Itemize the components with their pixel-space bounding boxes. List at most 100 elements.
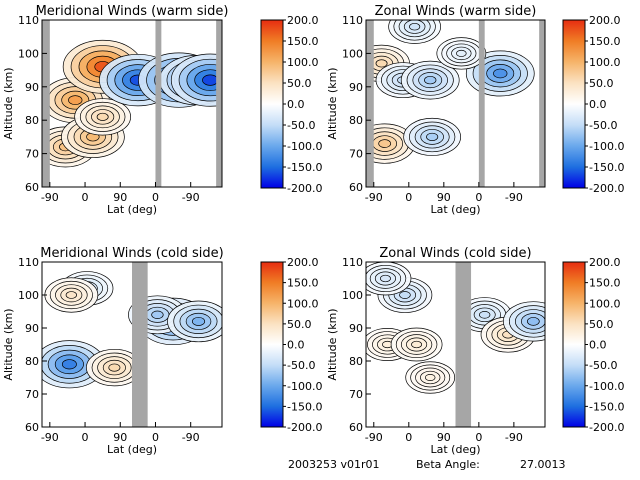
run-id-label: 2003253 v01r01 — [288, 458, 380, 471]
x-tick-label: 0 — [475, 191, 482, 204]
colorbar-tick-label: 50.0 — [589, 318, 614, 331]
colorbar — [260, 19, 284, 189]
colorbar-tick-label: 100.0 — [589, 297, 621, 310]
y-tick-label: 100 — [342, 289, 363, 302]
contour-cell — [96, 112, 109, 121]
y-tick-label: 110 — [18, 14, 39, 27]
no-data-band — [216, 20, 222, 187]
x-tick-label: 0 — [82, 191, 89, 204]
y-tick-label: 110 — [342, 14, 363, 27]
contour-cell — [375, 59, 388, 68]
colorbar-tick-label: 0.0 — [589, 339, 607, 352]
colorbar-tick-label: -50.0 — [287, 119, 315, 132]
contour-cell — [426, 132, 439, 141]
no-data-band — [455, 262, 472, 427]
contour-cell — [424, 75, 437, 85]
no-data-band — [478, 20, 485, 187]
colorbar-tick-label: -200.0 — [589, 182, 624, 195]
x-tick-label: 0 — [152, 431, 159, 444]
no-data-band — [366, 20, 374, 187]
y-tick-label: 110 — [18, 256, 39, 269]
contour-cell — [151, 310, 164, 319]
y-tick-label: 80 — [25, 355, 39, 368]
y-axis-label: Altitude (km) — [326, 67, 339, 139]
x-tick-label: -90 — [41, 191, 59, 204]
x-tick-label: -90 — [365, 431, 383, 444]
contour-cell — [479, 311, 491, 319]
y-tick-label: 90 — [25, 322, 39, 335]
x-tick-label: 90 — [113, 431, 127, 444]
wind-chart-3: Zonal Winds (cold side) 60 70 80 90 100 110 Alt… — [326, 246, 624, 456]
colorbar-tick-label: -100.0 — [287, 140, 322, 153]
y-axis-label: Altitude (km) — [2, 67, 15, 139]
plot-frame — [41, 261, 223, 428]
contour-cell — [378, 139, 392, 148]
contour-cell — [424, 373, 436, 382]
colorbar-tick-label: -200.0 — [287, 182, 322, 195]
colorbar-tick-label: 0.0 — [589, 98, 607, 111]
y-tick-label: 60 — [349, 181, 363, 194]
no-data-band — [42, 20, 50, 187]
y-tick-label: 70 — [25, 388, 39, 401]
y-axis-label: Altitude (km) — [326, 308, 339, 380]
y-tick-label: 70 — [349, 148, 363, 161]
contour-cell — [493, 68, 508, 79]
contour-cell — [399, 291, 411, 299]
beta-angle-label: Beta Angle: — [416, 458, 480, 471]
colorbar-tick-label: -100.0 — [287, 380, 322, 393]
colorbar-tick-label: 0.0 — [287, 98, 305, 111]
plot-area — [42, 20, 222, 187]
plot-frame — [365, 19, 546, 188]
colorbar-tick-label: -150.0 — [589, 400, 624, 413]
y-tick-label: 70 — [25, 148, 39, 161]
contour-cell — [68, 95, 83, 106]
wind-chart-2: Meridional Winds (cold side) 60 70 80 90 100 1… — [2, 246, 322, 456]
colorbar-tick-label: 100.0 — [287, 56, 319, 69]
no-data-band — [132, 262, 148, 427]
colorbar-tick-label: 150.0 — [589, 35, 621, 48]
x-tick-label: 0 — [475, 431, 482, 444]
x-tick-label: -90 — [41, 431, 59, 444]
contour-cell — [191, 316, 206, 326]
chart-title: Meridional Winds (cold side) — [40, 246, 223, 261]
colorbar-tick-label: -50.0 — [589, 359, 617, 372]
colorbar-tick-label: 50.0 — [287, 77, 312, 90]
x-tick-label: 0 — [152, 191, 159, 204]
colorbar-tick-label: -150.0 — [589, 161, 624, 174]
wind-chart-0: Meridional Winds (warm side) 60 70 80 90 100 1… — [2, 4, 322, 216]
y-tick-label: 80 — [25, 114, 39, 127]
chart-title: Meridional Winds (warm side) — [36, 4, 229, 19]
contour-cell — [380, 274, 391, 283]
chart-title: Zonal Winds (warm side) — [375, 4, 537, 19]
colorbar-tick-label: -50.0 — [589, 119, 617, 132]
contour-cell — [526, 317, 540, 326]
y-tick-label: 60 — [349, 421, 363, 434]
plot-frame — [365, 261, 546, 428]
x-axis-label: Lat (deg) — [431, 203, 481, 216]
y-tick-label: 70 — [349, 388, 363, 401]
beta-angle-value: 27.0013 — [520, 458, 566, 471]
y-tick-label: 100 — [18, 47, 39, 60]
x-tick-label: -90 — [505, 431, 523, 444]
x-tick-label: 0 — [82, 431, 89, 444]
y-tick-label: 90 — [25, 81, 39, 94]
x-tick-label: 90 — [437, 431, 451, 444]
y-tick-label: 90 — [349, 81, 363, 94]
y-tick-label: 60 — [25, 181, 39, 194]
colorbar — [562, 261, 586, 428]
colorbar-tick-label: 150.0 — [287, 35, 319, 48]
colorbar-tick-label: -150.0 — [287, 400, 322, 413]
x-tick-label: 0 — [405, 191, 412, 204]
colorbar-tick-label: -50.0 — [287, 359, 315, 372]
colorbar-tick-label: 200.0 — [589, 14, 621, 27]
plot-area — [366, 262, 545, 427]
x-tick-label: -90 — [365, 191, 383, 204]
y-tick-label: 80 — [349, 355, 363, 368]
contour-cell — [409, 22, 421, 31]
contour-cell — [202, 74, 219, 86]
contour-cell — [108, 363, 121, 372]
contour-cell — [65, 291, 77, 299]
colorbar-tick-label: 50.0 — [287, 318, 312, 331]
y-tick-label: 100 — [18, 289, 39, 302]
colorbar-tick-label: -200.0 — [589, 421, 624, 434]
